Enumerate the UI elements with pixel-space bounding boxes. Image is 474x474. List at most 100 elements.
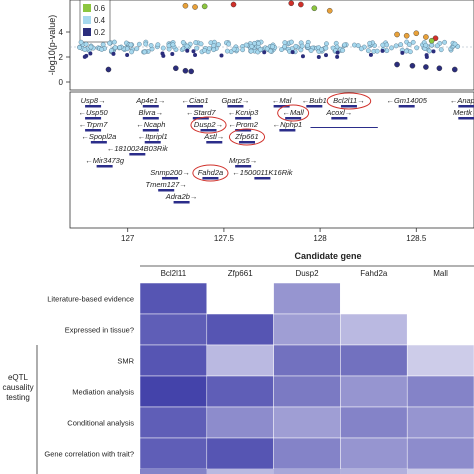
heatmap-cell — [139, 282, 208, 315]
snp-point — [166, 43, 172, 49]
legend: 0.6 0.4 0.2 — [79, 0, 111, 43]
heatmap-row-label: Conditional analysis — [67, 419, 134, 428]
snp-point — [155, 42, 161, 48]
gene-label: ←Anapc1 — [450, 96, 474, 105]
gene-label: ←Nphp1 — [273, 120, 303, 129]
snp-point — [365, 48, 371, 54]
candidate-gene-circle — [190, 116, 227, 134]
heatmap-cell — [340, 282, 408, 315]
snp-point — [436, 65, 443, 72]
snp-point — [206, 46, 212, 52]
gene-track: Usp8→ Ap4e1→ ←Ciao1 Gpat2→ ←Mal ←Bub1 Bcl2l11→… — [69, 91, 474, 243]
heatmap-cell — [206, 437, 274, 470]
snp-point — [136, 41, 142, 47]
heatmap-row-label: Gene correlation with trait? — [44, 450, 134, 459]
snp-point — [143, 41, 149, 47]
gene-body — [158, 189, 175, 192]
x-tick-label: 127.5 — [214, 234, 235, 243]
gene-label: ←Stard7 — [186, 108, 216, 117]
snp-point — [323, 45, 329, 51]
snp-point — [108, 48, 114, 53]
gene-label: ←Ciao1 — [181, 96, 208, 105]
heatmap-cell — [340, 344, 408, 377]
snp-point — [413, 30, 420, 37]
snp-point — [211, 43, 217, 49]
heatmap-cell — [273, 375, 341, 408]
heatmap-cell — [273, 344, 341, 377]
heatmap-cell — [406, 313, 474, 346]
y-axis-label: -log10(p-value) — [47, 15, 57, 76]
gene-label: Mrps5→ — [229, 156, 257, 165]
x-tick-label: 127 — [121, 234, 135, 243]
snp-point — [367, 40, 373, 46]
heatmap-cell — [139, 313, 208, 346]
x-tick-label: 128 — [313, 234, 327, 243]
heatmap-cell-partial — [340, 469, 408, 474]
heatmap-row-label: Literature-based evidence — [47, 295, 134, 304]
snp-point — [264, 46, 270, 52]
snp-point — [224, 48, 230, 54]
heatmap-title: Candidate gene — [294, 251, 361, 261]
heatmap-cell — [139, 437, 208, 470]
gene-body — [235, 117, 252, 120]
legend-swatch — [83, 4, 91, 12]
legend-label: 0.6 — [94, 4, 106, 13]
snp-point — [340, 47, 346, 53]
snp-point — [198, 41, 204, 47]
snp-point — [374, 48, 380, 54]
snp-point — [82, 54, 87, 59]
snp-point — [193, 53, 198, 58]
snp-point — [99, 47, 105, 52]
snp-point — [308, 48, 314, 53]
heatmap-cell — [406, 282, 474, 315]
snp-point — [88, 44, 94, 50]
snp-point — [192, 4, 198, 10]
snp-point — [170, 42, 176, 48]
snp-point — [299, 43, 305, 49]
gene-label: Dusp2→ — [194, 120, 223, 129]
snp-point — [248, 48, 254, 54]
snp-point — [268, 48, 273, 54]
snp-point — [324, 41, 329, 47]
heatmap-cell — [340, 313, 408, 346]
heatmap-cell — [273, 406, 341, 439]
heatmap-row-label: Mediation analysis — [72, 388, 134, 397]
heatmap-cell — [406, 406, 474, 439]
snp-point — [335, 54, 340, 59]
snp-point — [414, 45, 420, 51]
snp-point — [423, 64, 429, 70]
snp-point — [423, 34, 429, 40]
gene-body — [331, 117, 348, 120]
snp-point — [148, 43, 154, 48]
heatmap-cell — [406, 375, 474, 408]
snp-point — [161, 53, 166, 58]
gene-body — [142, 129, 159, 132]
snp-point — [451, 66, 458, 73]
snp-point — [100, 42, 106, 47]
gene-label: Bcl2l11→ — [333, 96, 365, 105]
snp-point — [111, 39, 117, 45]
snp-point — [442, 39, 447, 45]
gene-label: ←Mir3473g — [85, 156, 125, 165]
gene-label: Blvra→ — [139, 108, 164, 117]
gene-body — [142, 117, 159, 120]
heatmap-column-label: Mall — [433, 269, 448, 278]
gene-label: Adra2b→ — [165, 192, 198, 201]
candidate-gene-circle — [277, 104, 310, 122]
group-label: eQTL — [8, 373, 29, 382]
snp-point — [230, 1, 237, 8]
snp-point — [257, 47, 263, 52]
snp-point — [298, 1, 304, 8]
snp-point — [428, 37, 435, 44]
gene-body — [90, 141, 107, 144]
gene-body — [279, 129, 296, 132]
gene-body — [85, 105, 102, 108]
snp-point — [249, 44, 255, 49]
snp-point — [316, 54, 321, 59]
gene-label: Usp8→ — [81, 96, 106, 105]
snp-point — [111, 51, 116, 56]
snp-point — [128, 42, 134, 48]
heatmap-cell — [273, 437, 341, 470]
snp-point — [129, 49, 134, 55]
snp-point — [231, 46, 237, 52]
